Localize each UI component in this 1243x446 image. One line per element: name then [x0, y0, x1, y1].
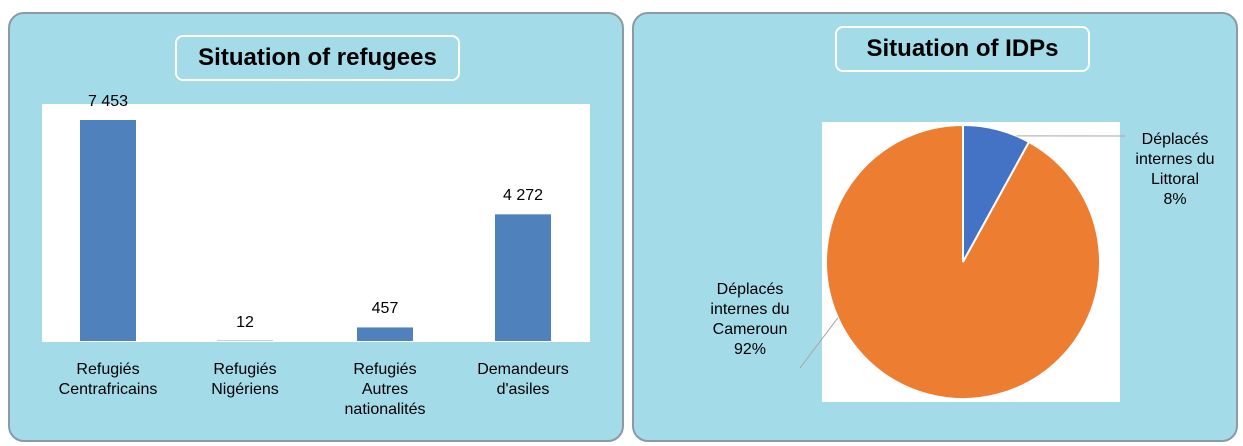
data-label: 12 — [236, 313, 254, 331]
pie-slice — [825, 123, 1101, 400]
chart-title: Situation of IDPs — [835, 26, 1090, 72]
x-tick-label: Refugiés Centrafricains — [58, 361, 158, 398]
slice-label: Déplacés internes du Littoral — [1135, 131, 1215, 188]
slice-value-label: 8% — [1163, 191, 1187, 208]
chart-title: Situation of refugees — [175, 35, 460, 81]
bar — [357, 327, 413, 341]
slice-label: Déplacés internes du Cameroun — [710, 281, 790, 338]
bar — [495, 214, 551, 341]
bar — [80, 120, 136, 341]
data-label: 457 — [371, 300, 399, 318]
leader-line — [799, 317, 839, 369]
slice-value-label: 92% — [733, 341, 767, 358]
x-tick-label: Demandeurs d'asiles — [477, 361, 569, 398]
x-tick-label: Refugiés Nigériens — [211, 361, 279, 398]
data-label: 7 453 — [87, 93, 129, 110]
x-tick-label: Refugiés Autres nationalités — [344, 361, 426, 418]
data-label: 4 272 — [502, 187, 544, 205]
